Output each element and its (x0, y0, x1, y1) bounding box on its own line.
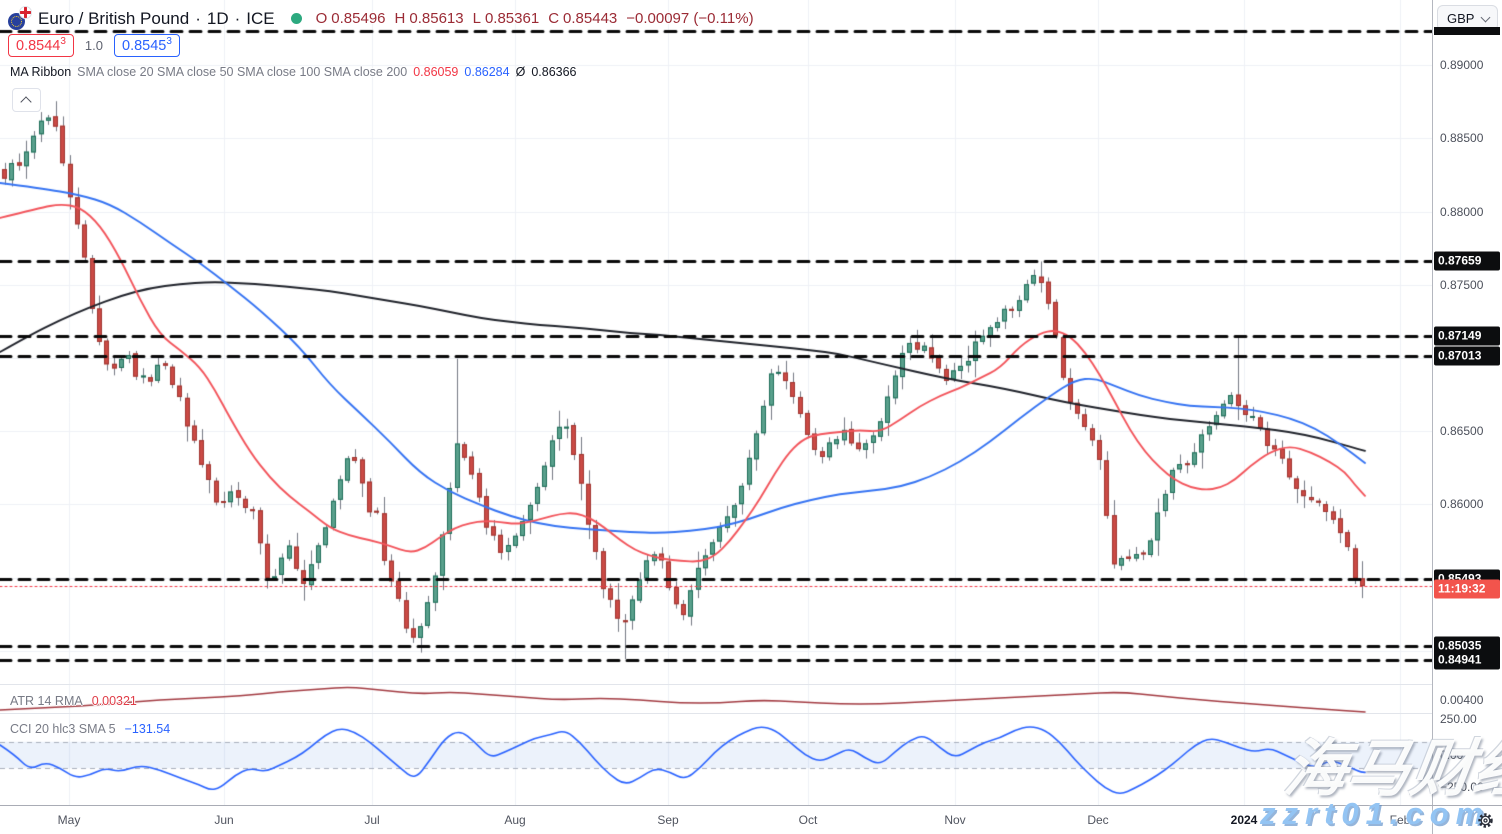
title-separator: · (195, 8, 201, 28)
atr-value: 0.00321 (91, 694, 137, 708)
sma20-value: 0.86059 (413, 65, 459, 79)
level-price-badge: 0.87149 (1434, 326, 1500, 346)
currency-label: GBP (1447, 11, 1475, 26)
cci-value: −131.54 (124, 722, 171, 736)
eu-flag-icon (8, 13, 25, 30)
market-open-dot-icon (290, 13, 302, 24)
chevron-up-icon (20, 96, 32, 108)
pane-separator-cci[interactable] (0, 713, 1432, 714)
atr-legend[interactable]: ATR 14 RMA 0.00321 (10, 694, 146, 708)
symbol-title[interactable]: Euro / British Pound (38, 8, 190, 28)
price-scale-label: 0.89000 (1440, 58, 1484, 72)
time-axis[interactable]: May Jun Jul Aug Sep Oct Nov Dec 2024 Feb (0, 805, 1502, 834)
ma-ribbon-title[interactable]: MA Ribbon (10, 65, 72, 79)
time-axis-label: Oct (798, 813, 818, 827)
price-scale-label: 0.86500 (1440, 424, 1484, 438)
pane-separator-atr[interactable] (0, 684, 1432, 685)
sma200-value: 0.86366 (531, 65, 577, 79)
axis-border (0, 805, 1502, 806)
high-value: 0.85613 (409, 10, 464, 27)
scale-border (1432, 0, 1433, 834)
indicator-scale-label: −250.00 (1440, 780, 1484, 794)
open-label: O (315, 10, 328, 27)
sma100-hidden-symbol: Ø (515, 65, 526, 79)
gb-flag-icon (20, 7, 31, 18)
high-label: H (394, 10, 406, 27)
symbol-header[interactable]: Euro / British Pound · 1D · ICE O 0.85496… (8, 7, 758, 30)
bid-ask-row: 0.85443 1.0 0.85453 (8, 34, 180, 57)
title-separator: · (234, 8, 241, 28)
time-axis-label: 2024 (1230, 813, 1258, 827)
cci-label[interactable]: CCI 20 hlc3 SMA 5 (10, 722, 116, 736)
low-label: L (472, 10, 481, 27)
symbol-logo-icon (8, 7, 31, 30)
open-value: 0.85496 (331, 10, 386, 27)
low-value: 0.85361 (484, 10, 540, 27)
clipped-level-badge (1434, 27, 1500, 35)
currency-dropdown[interactable]: GBP (1437, 5, 1498, 31)
time-axis-label: Jul (364, 813, 380, 827)
level-price-badge: 0.87013 (1434, 346, 1500, 366)
collapse-legend-button[interactable] (12, 88, 41, 112)
time-axis-label: Feb (1389, 813, 1411, 827)
level-price-badge: 0.84941 (1434, 650, 1500, 670)
time-axis-label: Dec (1087, 813, 1109, 827)
ask-price-button[interactable]: 0.85453 (114, 34, 180, 57)
watermark-site: zzrt01.com (1260, 796, 1491, 831)
ma-ribbon-params: SMA close 20 SMA close 50 SMA close 100 … (77, 65, 408, 79)
price-scale-label: 0.86000 (1440, 497, 1484, 511)
indicator-scale-label: 250.00 (1440, 712, 1477, 726)
time-axis-label: May (57, 813, 81, 827)
indicator-scale-label: 0.00 (1440, 748, 1464, 762)
exchange-label: ICE (246, 8, 275, 28)
price-scale-label: 0.88500 (1440, 131, 1484, 145)
close-value: 0.85443 (563, 10, 618, 27)
sma50-value: 0.86284 (464, 65, 510, 79)
price-scale[interactable]: GBP 0.87659 0.87149 0.87013 0.85493 0.85035 0… (1432, 0, 1502, 805)
level-price-badge: 0.87659 (1434, 251, 1500, 271)
price-chart-canvas[interactable] (0, 0, 1432, 805)
time-axis-label: Sep (657, 813, 679, 827)
interval-label[interactable]: 1D (206, 8, 229, 28)
chevron-down-icon (1480, 12, 1491, 23)
close-label: C (548, 10, 560, 27)
ma-ribbon-legend[interactable]: MA Ribbon SMA close 20 SMA close 50 SMA … (10, 65, 583, 79)
ohlc-values: O 0.85496 H 0.85613 L 0.85361 C 0.85443 −0.0… (316, 10, 758, 27)
watermark-chinese: 海马财经 (1280, 735, 1502, 804)
bid-price-button[interactable]: 0.85443 (8, 34, 74, 57)
gear-icon[interactable] (1477, 812, 1494, 829)
indicator-scale-label: 0.00400 (1440, 693, 1484, 707)
cci-legend[interactable]: CCI 20 hlc3 SMA 5 −131.54 (10, 722, 179, 736)
atr-label[interactable]: ATR 14 RMA (10, 694, 83, 708)
price-scale-label: 0.87500 (1440, 278, 1484, 292)
time-axis-label: Jun (214, 813, 234, 827)
bar-countdown-badge: 11:19:32 (1434, 579, 1500, 599)
price-scale-label: 0.88000 (1440, 205, 1484, 219)
change-value: −0.00097 (−0.11%) (626, 10, 754, 27)
spread-value: 1.0 (84, 37, 103, 53)
time-axis-label: Aug (504, 813, 526, 827)
time-axis-label: Nov (944, 813, 966, 827)
